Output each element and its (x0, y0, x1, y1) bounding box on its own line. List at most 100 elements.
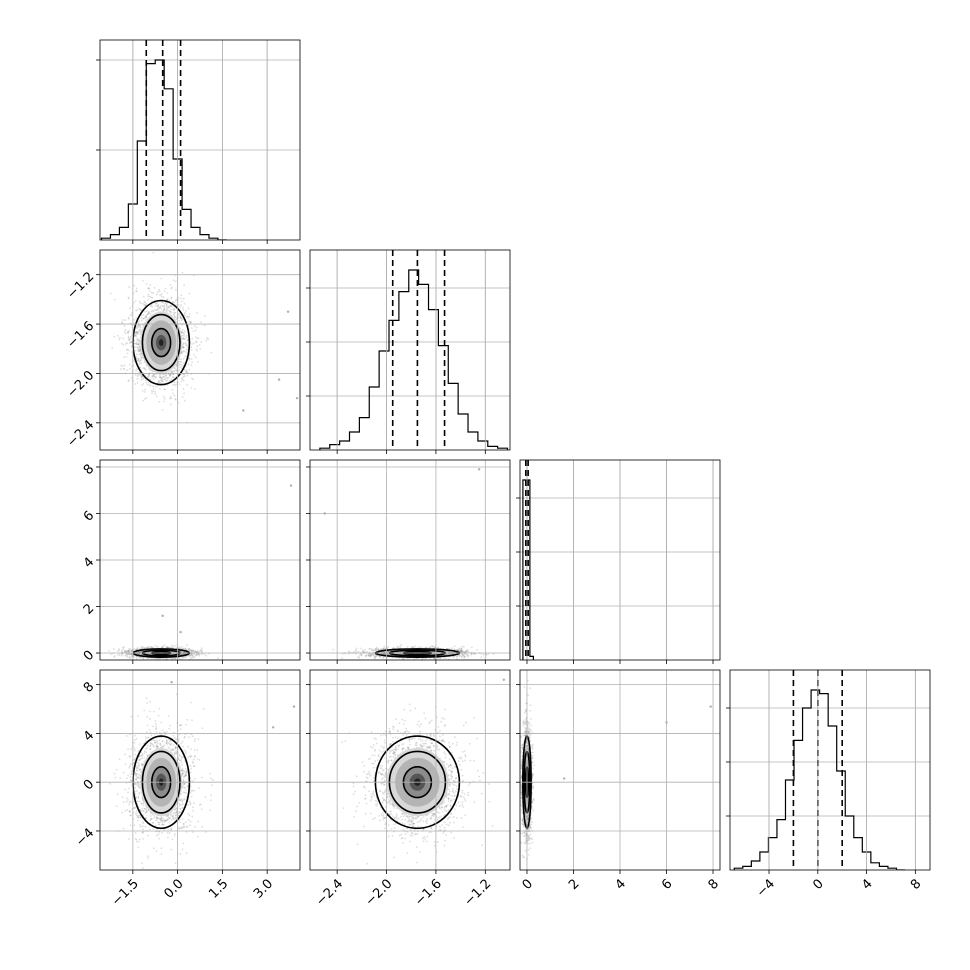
sample-point (179, 306, 182, 308)
sample-point (142, 383, 145, 385)
sample-point (194, 387, 196, 390)
sample-point (128, 656, 131, 659)
sample-point (406, 645, 409, 648)
sample-point (124, 653, 127, 656)
sample-point (361, 651, 364, 653)
sample-point (467, 654, 470, 657)
sample-point (170, 378, 173, 381)
sample-point (155, 376, 157, 378)
sample-point (138, 300, 141, 303)
sample-point (182, 373, 185, 376)
sample-point (136, 332, 139, 335)
sample-point (152, 375, 155, 378)
sample-point (137, 375, 139, 378)
sample-point (112, 648, 115, 650)
sample-point (189, 321, 192, 324)
sample-point (113, 335, 116, 338)
sample-point (135, 290, 138, 293)
sample-point (461, 645, 463, 648)
sample-point (167, 646, 170, 649)
sample-point (463, 653, 466, 655)
sample-point (127, 330, 130, 333)
sample-point (383, 653, 386, 655)
sample-point (192, 656, 195, 659)
sample-point (130, 649, 133, 652)
sample-point (138, 651, 140, 653)
sample-point (164, 378, 166, 380)
sample-point (182, 342, 185, 344)
sample-point (164, 658, 167, 660)
sample-point (163, 378, 166, 381)
sample-point (182, 346, 185, 348)
sample-point (121, 649, 123, 652)
sample-point (141, 375, 143, 378)
sample-point (210, 351, 213, 354)
sample-point (379, 655, 381, 658)
sample-point (163, 305, 165, 308)
sample-point (116, 650, 119, 653)
sample-point (182, 648, 185, 651)
sample-point (144, 388, 146, 391)
sample-point (168, 380, 171, 383)
sample-point (466, 653, 468, 656)
sample-point (127, 649, 130, 652)
sample-point (171, 301, 174, 303)
sample-point (169, 403, 172, 406)
sample-point (184, 655, 186, 658)
sample-point (123, 364, 126, 367)
sample-point (141, 375, 144, 378)
outlier-point (242, 409, 245, 412)
y-tick-label: 4 (81, 555, 97, 571)
sample-point (157, 304, 160, 307)
sample-point (127, 650, 130, 653)
sample-point (194, 650, 197, 653)
sample-point (170, 397, 172, 400)
sample-point (134, 332, 137, 334)
sample-point (188, 649, 191, 652)
sample-point (164, 302, 167, 304)
sample-point (113, 298, 116, 301)
sample-point (362, 650, 364, 653)
sample-point (139, 350, 141, 353)
sample-point (173, 311, 176, 314)
sample-point (168, 299, 171, 302)
sample-point (182, 331, 185, 334)
sample-point (137, 343, 140, 345)
sample-point (195, 650, 198, 653)
sample-point (476, 649, 478, 651)
sample-point (158, 380, 161, 383)
sample-point (183, 338, 186, 340)
histogram-1 (319, 269, 509, 450)
sample-point (126, 331, 129, 334)
sample-point (160, 376, 163, 379)
sample-point (170, 287, 173, 290)
sample-point (147, 312, 150, 315)
sample-point (192, 330, 195, 333)
sample-point (371, 654, 374, 657)
sample-point (163, 644, 166, 647)
sample-point (165, 306, 168, 308)
sample-point (139, 326, 142, 329)
sample-point (149, 646, 152, 648)
sample-point (165, 302, 167, 304)
sample-point (167, 306, 169, 309)
sample-point (458, 650, 461, 652)
sample-point (130, 335, 132, 338)
sample-point (152, 251, 155, 254)
sample-point (139, 333, 142, 336)
sample-point (174, 367, 177, 370)
sample-point (466, 654, 469, 657)
sample-point (204, 315, 206, 318)
sample-point (195, 341, 198, 344)
sample-point (161, 645, 164, 648)
sample-point (180, 360, 183, 363)
sample-point (142, 657, 144, 659)
sample-point (128, 649, 131, 652)
sample-point (173, 394, 176, 397)
sample-point (137, 329, 140, 332)
sample-point (185, 309, 187, 312)
sample-point (134, 299, 137, 302)
sample-point (134, 333, 137, 336)
sample-point (196, 345, 199, 348)
sample-point (182, 361, 185, 364)
